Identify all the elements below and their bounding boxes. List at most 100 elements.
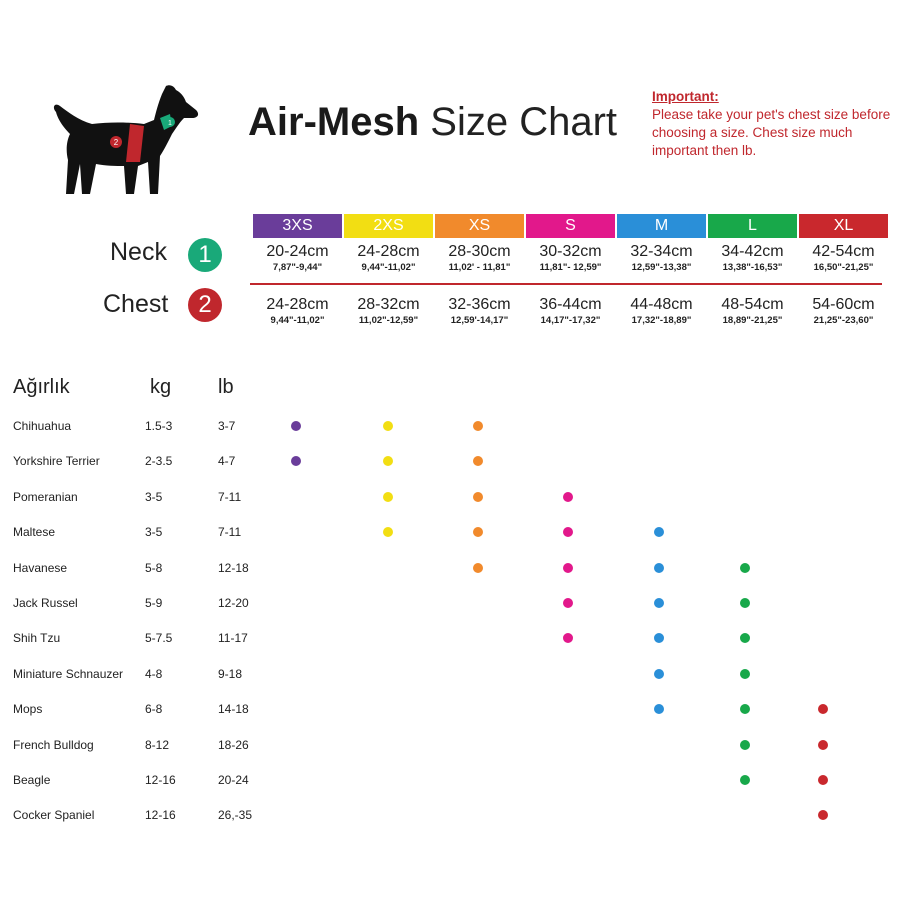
chest-cm-value: 32-36cm (448, 296, 511, 313)
breed-lb: 18-26 (218, 737, 249, 752)
chest-number-badge: 2 (188, 288, 222, 322)
fit-dot-l (740, 775, 750, 785)
fit-dot-m (654, 668, 664, 679)
chest-cell-3xs: 24-28cm 9,44"-11,02" (252, 296, 343, 326)
harness-chest-strap (126, 124, 144, 162)
title-bold: Air-Mesh (248, 100, 420, 144)
fit-dot-l (740, 704, 750, 715)
breed-kg: 2-3.5 (145, 454, 173, 469)
neck-inch-value: 7,87"-9,44" (272, 262, 323, 273)
size-header-l: L (708, 214, 797, 238)
breed-kg: 3-5 (145, 525, 163, 540)
important-text: Please take your pet's chest size before… (652, 107, 891, 158)
breed-lb: 12-18 (218, 560, 249, 575)
breed-lb: 4-7 (218, 454, 236, 469)
chest-badge-icon (110, 136, 122, 148)
neck-inch-value: 13,38"-16,53" (722, 262, 783, 273)
chest-cm-value: 48-54cm (721, 296, 784, 313)
neck-cm-value: 42-54cm (812, 243, 875, 260)
fit-dot-3xs (291, 421, 301, 431)
breed-name: Mops (13, 702, 43, 717)
neck-inch-value: 9,44"-11,02" (361, 262, 416, 273)
breed-name: Pomeranian (13, 489, 78, 504)
size-header-xs: XS (435, 214, 524, 238)
fit-dot-xl (818, 810, 828, 821)
neck-inch-value: 12,59"-13,38" (631, 262, 692, 273)
chest-cm-value: 44-48cm (630, 296, 693, 313)
neck-cm-value: 28-30cm (448, 243, 511, 260)
chest-inch-value: 12,59'-14,17" (450, 315, 509, 326)
breed-lb: 7-11 (218, 525, 242, 540)
fit-dot-xs (473, 421, 483, 431)
neck-label: Neck (110, 238, 167, 266)
neck-inch-value: 16,50"-21,25" (813, 262, 874, 273)
fit-dot-m (654, 527, 664, 538)
chest-inch-value: 14,17"-17,32" (540, 315, 601, 326)
chest-label: Chest (103, 290, 169, 318)
breed-lb: 11-17 (218, 631, 248, 646)
breed-lb: 14-18 (218, 702, 249, 717)
breed-lb: 12-20 (218, 596, 249, 610)
chest-inch-value: 21,25"-23,60" (813, 315, 874, 326)
header-kg: kg (150, 376, 172, 398)
size-header-2xs: 2XS (344, 214, 433, 238)
breed-name: Miniature Schnauzer (13, 666, 124, 681)
chest-inch-value: 18,89"-21,25" (722, 315, 783, 326)
breed-name: Chihuahua (13, 419, 72, 433)
size-header-xl: XL (799, 214, 888, 238)
fit-dot-l (740, 668, 750, 679)
title-light: Size Chart (430, 100, 618, 144)
size-header-m: M (617, 214, 706, 238)
size-header-s: S (526, 214, 615, 238)
fit-dot-2xs (383, 527, 393, 538)
neck-cm-value: 34-42cm (721, 243, 784, 260)
neck-cm-value: 32-34cm (630, 243, 693, 260)
fit-dot-m (654, 633, 664, 644)
fit-dot-3xs (291, 456, 301, 467)
breed-kg: 6-8 (145, 702, 163, 717)
fit-dot-s (563, 598, 573, 608)
fit-dot-2xs (383, 456, 393, 467)
chest-cell-2xs: 28-32cm 11,02"-12,59" (343, 296, 434, 326)
breed-name: Yorkshire Terrier (13, 454, 100, 469)
breed-kg: 4-8 (145, 666, 163, 681)
header-lb: lb (218, 376, 234, 398)
size-header-3xs: 3XS (253, 214, 342, 238)
neck-cell-3xs: 20-24cm 7,87"-9,44" (252, 243, 343, 273)
breed-lb: 20-24 (218, 773, 249, 787)
breed-lb: 7-11 (218, 489, 242, 504)
dog-harness-illustration: 1 2 (53, 85, 199, 194)
chest-cell-s: 36-44cm 14,17"-17,32" (525, 296, 616, 326)
neck-cell-s: 30-32cm 11,81"- 12,59" (525, 243, 616, 273)
dog-chest-badge-number: 2 (114, 138, 119, 147)
neck-cm-value: 30-32cm (539, 243, 602, 260)
chest-cm-value: 36-44cm (539, 296, 602, 313)
breed-kg: 8-12 (145, 737, 170, 752)
breed-name: Jack Russel (13, 596, 78, 610)
breed-name: Shih Tzu (13, 631, 61, 646)
breed-kg: 5-7.5 (145, 631, 173, 646)
breed-lb: 3-7 (218, 419, 236, 433)
chest-cell-xl: 54-60cm 21,25"-23,60" (798, 296, 889, 326)
fit-dot-xl (818, 775, 828, 785)
neck-inch-value: 11,02' - 11,81" (448, 262, 511, 273)
chest-cell-m: 44-48cm 17,32"-18,89" (616, 296, 707, 326)
fit-dot-l (740, 633, 750, 644)
breed-kg: 3-5 (145, 489, 163, 504)
breed-name: French Bulldog (13, 737, 94, 752)
page-title: Air-Mesh Size Chart (248, 100, 617, 145)
chest-cm-value: 54-60cm (812, 296, 875, 313)
fit-dot-m (654, 562, 664, 573)
breed-kg: 12-16 (145, 808, 176, 823)
breed-name: Cocker Spaniel (13, 808, 95, 823)
fit-dot-s (563, 527, 573, 538)
breed-kg: 5-8 (145, 560, 163, 575)
important-heading: Important: (652, 89, 719, 104)
fit-dot-xl (818, 704, 828, 715)
chest-cell-xs: 32-36cm 12,59'-14,17" (434, 296, 525, 326)
neck-cell-xl: 42-54cm 16,50"-21,25" (798, 243, 889, 273)
chest-inch-value: 9,44"-11,02" (270, 315, 325, 326)
chest-inch-value: 11,02"-12,59" (358, 315, 419, 326)
fit-dot-2xs (383, 491, 393, 502)
fit-dot-xs (473, 456, 483, 467)
